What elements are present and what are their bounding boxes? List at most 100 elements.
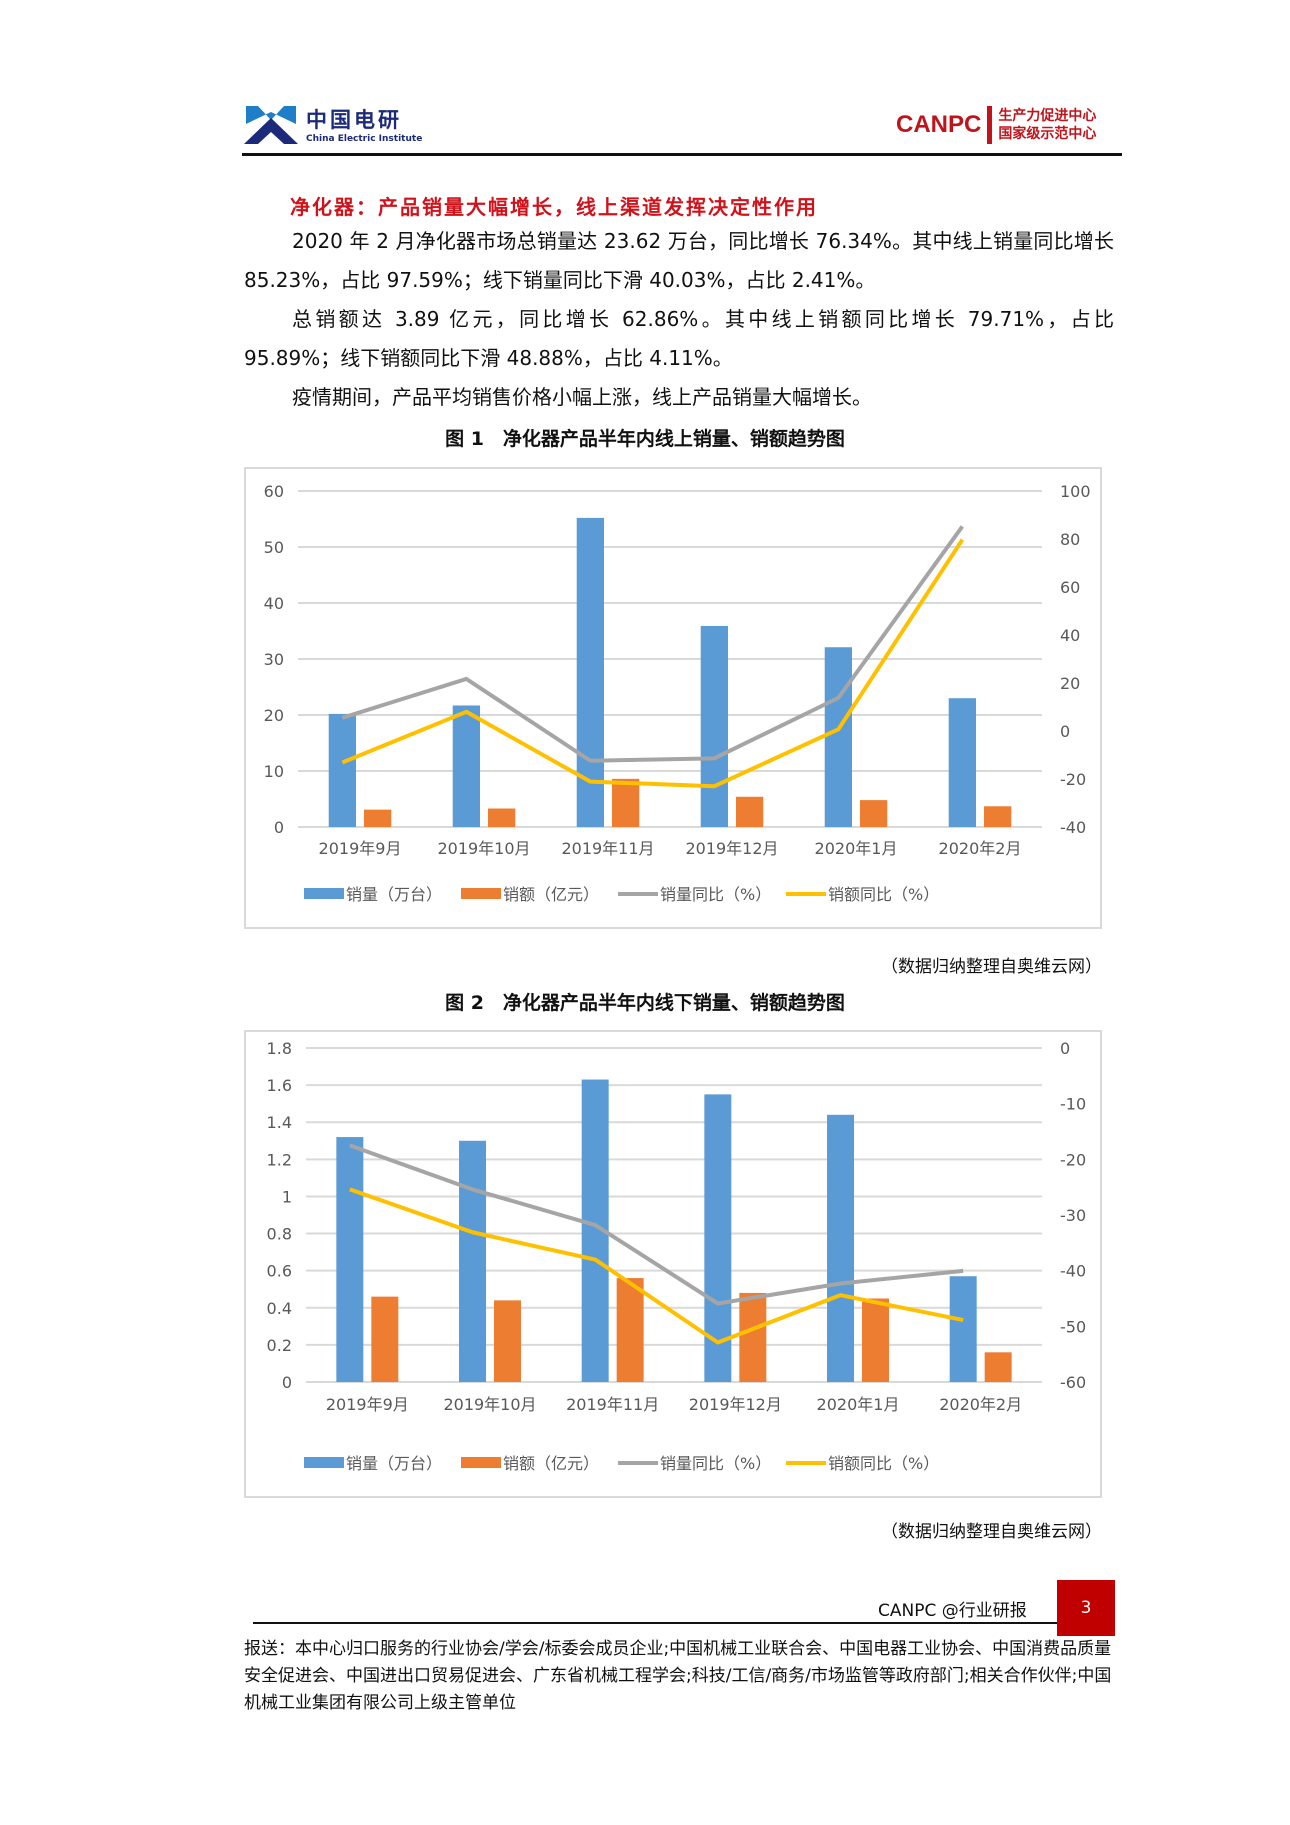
left-tick-label: 50 <box>264 538 284 557</box>
line-volume-yoy <box>349 1143 964 1306</box>
left-tick-label: 1 <box>282 1187 292 1206</box>
right-tick-label: -40 <box>1060 1262 1086 1281</box>
left-tick-label: 20 <box>264 706 284 725</box>
right-tick-label: 20 <box>1060 674 1080 693</box>
figure2-chart: 0 0.2 0.4 0.6 0.8 1 1.2 1.4 1.6 1.8 -60 -50 -40 -30 -2… <box>244 1030 1102 1498</box>
footer-divider <box>253 1622 1057 1624</box>
right-tick-label: 100 <box>1060 482 1091 501</box>
left-tick-label: 1.4 <box>267 1113 292 1132</box>
left-tick-label: 30 <box>264 650 284 669</box>
legend-label: 销量（万台） <box>346 885 442 904</box>
right-tick-label: -30 <box>1060 1206 1086 1225</box>
logo-line2: 国家级示范中心 <box>998 126 1097 142</box>
right-tick-label: 0 <box>1060 1039 1070 1058</box>
footer-brand: CANPC @行业研报 <box>878 1601 1027 1621</box>
right-tick-label: -10 <box>1060 1095 1086 1114</box>
line-volume-yoy <box>341 525 964 763</box>
bar-amount <box>488 808 516 827</box>
logo-line1: 生产力促进中心 <box>998 108 1097 124</box>
category-label: 2019年10月 <box>437 839 530 858</box>
legend-label: 销额（亿元） <box>503 1454 599 1473</box>
legend-swatch <box>461 888 501 899</box>
paragraph-3: 疫情期间，产品平均销售价格小幅上涨，线上产品销量大幅增长。 <box>292 385 872 409</box>
bar-amount <box>494 1300 521 1382</box>
left-tick-label: 0 <box>274 818 284 837</box>
right-tick-label: -60 <box>1060 1373 1086 1392</box>
right-tick-label: -40 <box>1060 818 1086 837</box>
bar-volume <box>336 1137 364 1382</box>
figure2-caption: 图 2 净化器产品半年内线下销量、销额趋势图 <box>445 992 845 1014</box>
left-tick-label: 60 <box>264 482 284 501</box>
bar-amount <box>736 796 764 827</box>
legend-label: 销量同比（%） <box>660 885 771 904</box>
legend-label: 销额同比（%） <box>828 885 939 904</box>
bar-volume <box>700 625 728 827</box>
logo-cn-text: 中国电研 <box>306 108 402 132</box>
bar-volume <box>452 705 480 827</box>
figure2-source: （数据归纳整理自奥维云网） <box>881 1522 1102 1542</box>
logo-mountain-icon <box>244 106 298 144</box>
bar-volume <box>824 647 852 827</box>
bar-amount <box>364 809 392 827</box>
line-amount-yoy <box>349 1187 964 1345</box>
china-electric-institute-logo: 中国电研 China Electric Institute <box>244 104 422 144</box>
right-tick-label: -20 <box>1060 770 1086 789</box>
bar-amount <box>739 1292 767 1382</box>
figure1-source: （数据归纳整理自奥维云网） <box>881 957 1102 977</box>
figure1-chart-svg: 0 10 20 30 40 50 60 -40 -20 0 20 40 60 80 100 2019年9月 20… <box>264 482 1091 904</box>
category-label: 2020年1月 <box>815 839 898 858</box>
bar-volume <box>459 1140 486 1382</box>
left-tick-label: 0 <box>282 1373 292 1392</box>
bar-amount <box>860 800 888 827</box>
section-headline: 净化器：产品销量大幅增长，线上渠道发挥决定性作用 <box>290 195 818 219</box>
left-tick-label: 40 <box>264 594 284 613</box>
left-tick-label: 1.2 <box>267 1150 292 1169</box>
bar-amount <box>862 1298 889 1382</box>
bar-amount <box>984 806 1012 827</box>
category-label: 2019年11月 <box>566 1395 659 1414</box>
header-divider <box>242 153 1122 156</box>
paragraph-1: 2020 年 2 月净化器市场总销量达 23.62 万台，同比增长 76.34%… <box>244 229 1114 292</box>
canpc-brand: CANPC <box>896 111 982 138</box>
left-tick-label: 1.6 <box>267 1076 292 1095</box>
bar-amount <box>984 1352 1012 1382</box>
right-tick-label: 0 <box>1060 722 1070 741</box>
category-label: 2019年9月 <box>326 1395 409 1414</box>
bar-volume <box>827 1114 854 1382</box>
bar-amount <box>616 1278 644 1382</box>
left-tick-label: 10 <box>264 762 284 781</box>
page-number: 3 <box>1057 1580 1115 1636</box>
right-tick-label: 40 <box>1060 626 1080 645</box>
legend-swatch <box>304 888 344 899</box>
category-label: 2019年9月 <box>319 839 402 858</box>
category-label: 2019年12月 <box>685 839 778 858</box>
distribution-note: 报送：本中心归口服务的行业协会/学会/标委会成员企业;中国机械工业联合会、中国电… <box>244 1639 1112 1713</box>
left-tick-label: 0.4 <box>267 1299 292 1318</box>
bar-volume <box>948 698 976 827</box>
left-tick-label: 0.6 <box>267 1262 292 1281</box>
bar-volume <box>949 1276 977 1382</box>
legend-label: 销额同比（%） <box>828 1454 939 1473</box>
line-amount-yoy <box>341 538 965 789</box>
logo-divider <box>987 106 993 144</box>
left-tick-label: 0.2 <box>267 1336 292 1355</box>
left-tick-label: 1.8 <box>267 1039 292 1058</box>
legend-label: 销额（亿元） <box>503 885 599 904</box>
right-tick-label: -50 <box>1060 1317 1086 1336</box>
category-label: 2019年12月 <box>689 1395 782 1414</box>
legend-swatch <box>304 1457 344 1468</box>
bar-amount <box>371 1296 399 1382</box>
legend-label: 销量（万台） <box>346 1454 442 1473</box>
bar-amount <box>612 778 640 827</box>
paragraph-2: 总销额达 3.89 亿元，同比增长 62.86%。其中线上销额同比增长 79.7… <box>244 307 1114 370</box>
bar-volume <box>328 713 356 827</box>
right-tick-label: 60 <box>1060 578 1080 597</box>
figure1-caption: 图 1 净化器产品半年内线上销量、销额趋势图 <box>445 428 845 450</box>
category-label: 2020年2月 <box>939 1395 1022 1414</box>
figure1-chart: 0 10 20 30 40 50 60 -40 -20 0 20 40 60 80 100 2019年9月 20… <box>244 467 1102 929</box>
logo-en-text: China Electric Institute <box>306 134 423 144</box>
left-tick-label: 0.8 <box>267 1225 292 1244</box>
right-tick-label: 80 <box>1060 530 1080 549</box>
category-label: 2020年2月 <box>939 839 1022 858</box>
category-label: 2019年11月 <box>561 839 654 858</box>
